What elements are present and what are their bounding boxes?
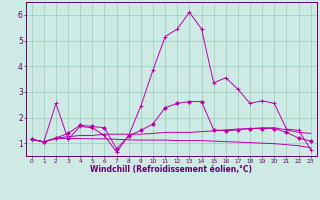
- X-axis label: Windchill (Refroidissement éolien,°C): Windchill (Refroidissement éolien,°C): [90, 165, 252, 174]
